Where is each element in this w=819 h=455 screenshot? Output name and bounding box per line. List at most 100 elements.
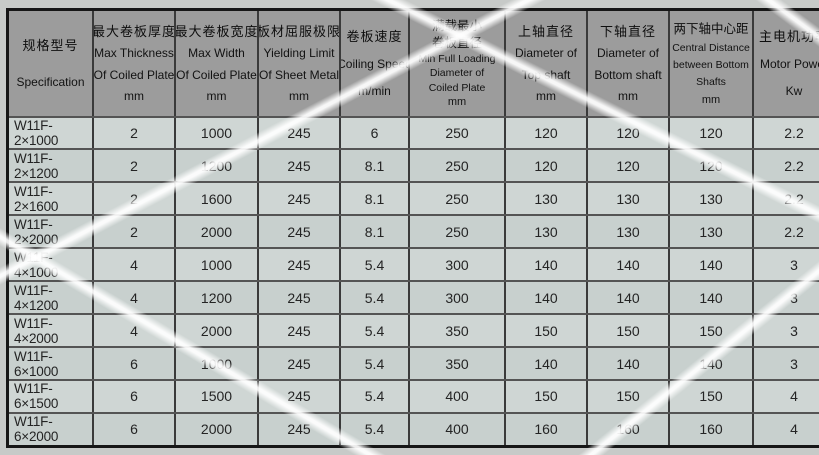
cell-max-thickness: 6 bbox=[92, 411, 176, 448]
cell-bottom-shaft: 140 bbox=[586, 346, 670, 381]
cell-central-distance: 120 bbox=[668, 115, 754, 151]
cell-model: W11F-6×1500 bbox=[6, 379, 94, 414]
header-en-line: Shafts bbox=[696, 76, 726, 89]
cell-model: W11F-6×1000 bbox=[6, 346, 94, 381]
header-en-line: Motor Power bbox=[759, 56, 819, 71]
cell-max-width: 2000 bbox=[174, 411, 259, 448]
cell-motor-power: 4 bbox=[752, 379, 819, 414]
cell-yielding-limit: 245 bbox=[257, 280, 341, 316]
header-unit: mm bbox=[289, 89, 309, 104]
specification-table: 规格型号 Specification 最大卷板厚度 Max Thickness Of C… bbox=[6, 8, 819, 448]
cell-coiling-speed: 8.1 bbox=[339, 214, 410, 250]
cell-max-width: 1200 bbox=[174, 280, 259, 316]
header-unit: mm bbox=[447, 96, 467, 109]
cell-yielding-limit: 245 bbox=[257, 411, 341, 448]
cell-max-thickness: 2 bbox=[92, 214, 176, 250]
cell-yielding-limit: 245 bbox=[257, 313, 341, 349]
header-en-line: Diameter of bbox=[514, 46, 578, 61]
cell-coiling-speed: 5.4 bbox=[339, 247, 410, 283]
cell-model: W11F-4×2000 bbox=[6, 313, 94, 349]
cell-central-distance: 150 bbox=[668, 379, 754, 414]
header-en-line: Central Distance bbox=[672, 41, 750, 54]
cell-central-distance: 140 bbox=[668, 280, 754, 316]
table-row: W11F-4×1000 4 1000 245 5.4 300 140 140 140 3 bbox=[6, 247, 819, 283]
specification-table-frame: 规格型号 Specification 最大卷板厚度 Max Thickness Of C… bbox=[6, 8, 819, 448]
header-cn-line: 最大卷板宽度 bbox=[175, 23, 258, 39]
header-en-line: Diameter of bbox=[429, 67, 485, 80]
cell-model: W11F-2×1000 bbox=[6, 115, 94, 151]
cell-min-diameter: 400 bbox=[408, 379, 506, 414]
column-header-spec: 规格型号 Specification bbox=[6, 8, 94, 118]
cell-motor-power: 2.2 bbox=[752, 148, 819, 184]
header-en-line: between Bottom bbox=[673, 59, 749, 72]
header-cn-line: 板材屈服极限 bbox=[258, 23, 340, 39]
cell-motor-power: 3 bbox=[752, 280, 819, 316]
cell-min-diameter: 350 bbox=[408, 313, 506, 349]
cell-bottom-shaft: 120 bbox=[586, 148, 670, 184]
cell-top-shaft: 140 bbox=[504, 247, 588, 283]
cell-yielding-limit: 245 bbox=[257, 181, 341, 217]
cell-max-width: 1200 bbox=[174, 148, 259, 184]
cell-yielding-limit: 245 bbox=[257, 115, 341, 151]
cell-min-diameter: 250 bbox=[408, 181, 506, 217]
cell-model: W11F-4×1200 bbox=[6, 280, 94, 316]
cell-central-distance: 120 bbox=[668, 148, 754, 184]
cell-motor-power: 4 bbox=[752, 411, 819, 448]
column-header-max-width: 最大卷板宽度 Max Width Of Coiled Plate mm bbox=[174, 8, 259, 118]
cell-top-shaft: 150 bbox=[504, 313, 588, 349]
header-en-line: Coiled Plate bbox=[428, 81, 486, 94]
header-unit: mm bbox=[536, 89, 556, 104]
table-body: W11F-2×1000 2 1000 245 6 250 120 120 120 2.2 W11F-… bbox=[6, 115, 819, 448]
cell-bottom-shaft: 120 bbox=[586, 115, 670, 151]
table-row: W11F-6×1500 6 1500 245 5.4 400 150 150 150 4 bbox=[6, 379, 819, 414]
cell-central-distance: 130 bbox=[668, 214, 754, 250]
header-cn-line: 卷板直径 bbox=[431, 36, 482, 51]
cell-model: W11F-6×2000 bbox=[6, 411, 94, 448]
cell-coiling-speed: 8.1 bbox=[339, 181, 410, 217]
header-en-line: Yielding Limit bbox=[263, 46, 335, 61]
cell-min-diameter: 350 bbox=[408, 346, 506, 381]
cell-max-width: 2000 bbox=[174, 313, 259, 349]
cell-max-thickness: 2 bbox=[92, 115, 176, 151]
cell-top-shaft: 130 bbox=[504, 181, 588, 217]
cell-motor-power: 3 bbox=[752, 247, 819, 283]
cell-coiling-speed: 8.1 bbox=[339, 148, 410, 184]
header-unit: mm bbox=[618, 89, 638, 104]
header-row: 规格型号 Specification 最大卷板厚度 Max Thickness Of C… bbox=[6, 8, 819, 118]
header-en-line: Specification bbox=[16, 74, 85, 89]
header-cn-line: 两下轴中心距 bbox=[673, 22, 749, 37]
cell-coiling-speed: 5.4 bbox=[339, 346, 410, 381]
table-row: W11F-2×1600 2 1600 245 8.1 250 130 130 130 2.2 bbox=[6, 181, 819, 217]
column-header-top-shaft: 上轴直径 Diameter of Top shaft mm bbox=[504, 8, 588, 118]
cell-central-distance: 140 bbox=[668, 346, 754, 381]
header-unit: mm bbox=[124, 89, 144, 104]
header-cn-line: 最大卷板厚度 bbox=[93, 23, 175, 39]
header-en-line: Coiling Speed bbox=[340, 56, 409, 71]
header-cn-line: 规格型号 bbox=[22, 37, 79, 53]
column-header-min-diameter: 满载最小 卷板直径 Min Full Loading Diameter of Coile… bbox=[408, 8, 506, 118]
cell-min-diameter: 300 bbox=[408, 247, 506, 283]
cell-central-distance: 150 bbox=[668, 313, 754, 349]
column-header-bottom-shaft: 下轴直径 Diameter of Bottom shaft mm bbox=[586, 8, 670, 118]
cell-coiling-speed: 5.4 bbox=[339, 411, 410, 448]
header-en-line: Max Thickness bbox=[94, 46, 174, 61]
cell-max-width: 1000 bbox=[174, 247, 259, 283]
cell-central-distance: 130 bbox=[668, 181, 754, 217]
cell-yielding-limit: 245 bbox=[257, 346, 341, 381]
cell-top-shaft: 160 bbox=[504, 411, 588, 448]
cell-max-thickness: 4 bbox=[92, 247, 176, 283]
cell-min-diameter: 250 bbox=[408, 115, 506, 151]
cell-bottom-shaft: 160 bbox=[586, 411, 670, 448]
cell-max-width: 1000 bbox=[174, 115, 259, 151]
cell-min-diameter: 400 bbox=[408, 411, 506, 448]
cell-motor-power: 3 bbox=[752, 313, 819, 349]
table-row: W11F-2×2000 2 2000 245 8.1 250 130 130 130 2.2 bbox=[6, 214, 819, 250]
header-en-line: Top shaft bbox=[521, 67, 571, 82]
column-header-motor-power: 主电机功率 Motor Power Kw bbox=[752, 8, 819, 118]
cell-max-thickness: 6 bbox=[92, 346, 176, 381]
cell-model: W11F-4×1000 bbox=[6, 247, 94, 283]
header-cn-line: 满载最小 bbox=[431, 19, 482, 34]
cell-central-distance: 140 bbox=[668, 247, 754, 283]
cell-bottom-shaft: 130 bbox=[586, 181, 670, 217]
cell-motor-power: 2.2 bbox=[752, 115, 819, 151]
